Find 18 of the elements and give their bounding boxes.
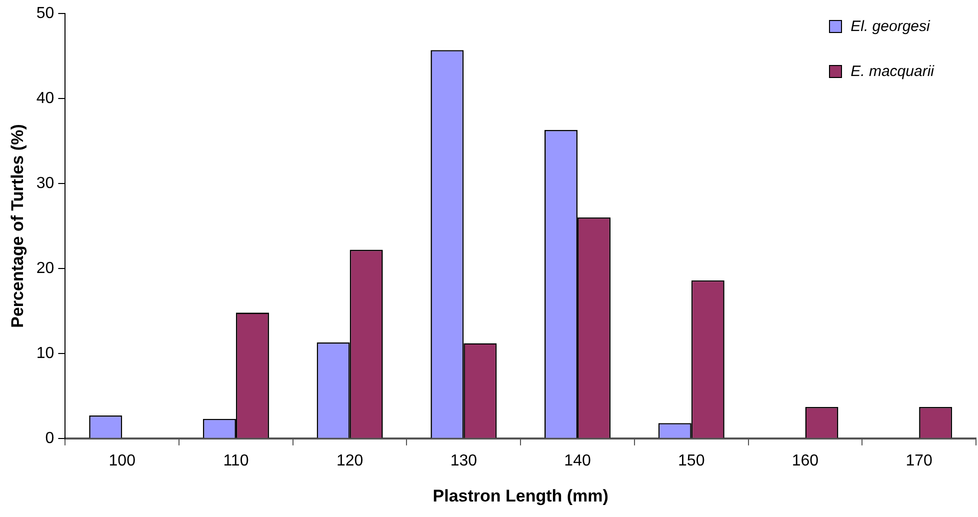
- x-tick-label: 140: [564, 452, 591, 470]
- y-tick-label: 0: [45, 430, 54, 447]
- x-tick-label: 130: [450, 452, 478, 470]
- y-axis-title: Percentage of Turtles (%): [8, 124, 27, 328]
- x-tick-label: 120: [336, 452, 364, 470]
- y-tick-label: 10: [36, 344, 54, 362]
- y-tick-label: 40: [36, 90, 54, 107]
- x-axis-title: Plastron Length (mm): [432, 486, 608, 506]
- y-tick-label: 20: [36, 260, 54, 277]
- x-tick-label: 110: [223, 452, 249, 470]
- x-tick-label: 100: [108, 452, 136, 470]
- y-tick-label: 50: [36, 5, 54, 22]
- x-tick-label: 170: [906, 452, 933, 470]
- y-tick-label: 30: [36, 174, 54, 192]
- legend-label: El. georgesi: [850, 18, 930, 35]
- x-tick-label: 150: [678, 452, 705, 470]
- x-tick-label: 160: [792, 452, 819, 470]
- legend-label: E. macquarii: [850, 63, 934, 80]
